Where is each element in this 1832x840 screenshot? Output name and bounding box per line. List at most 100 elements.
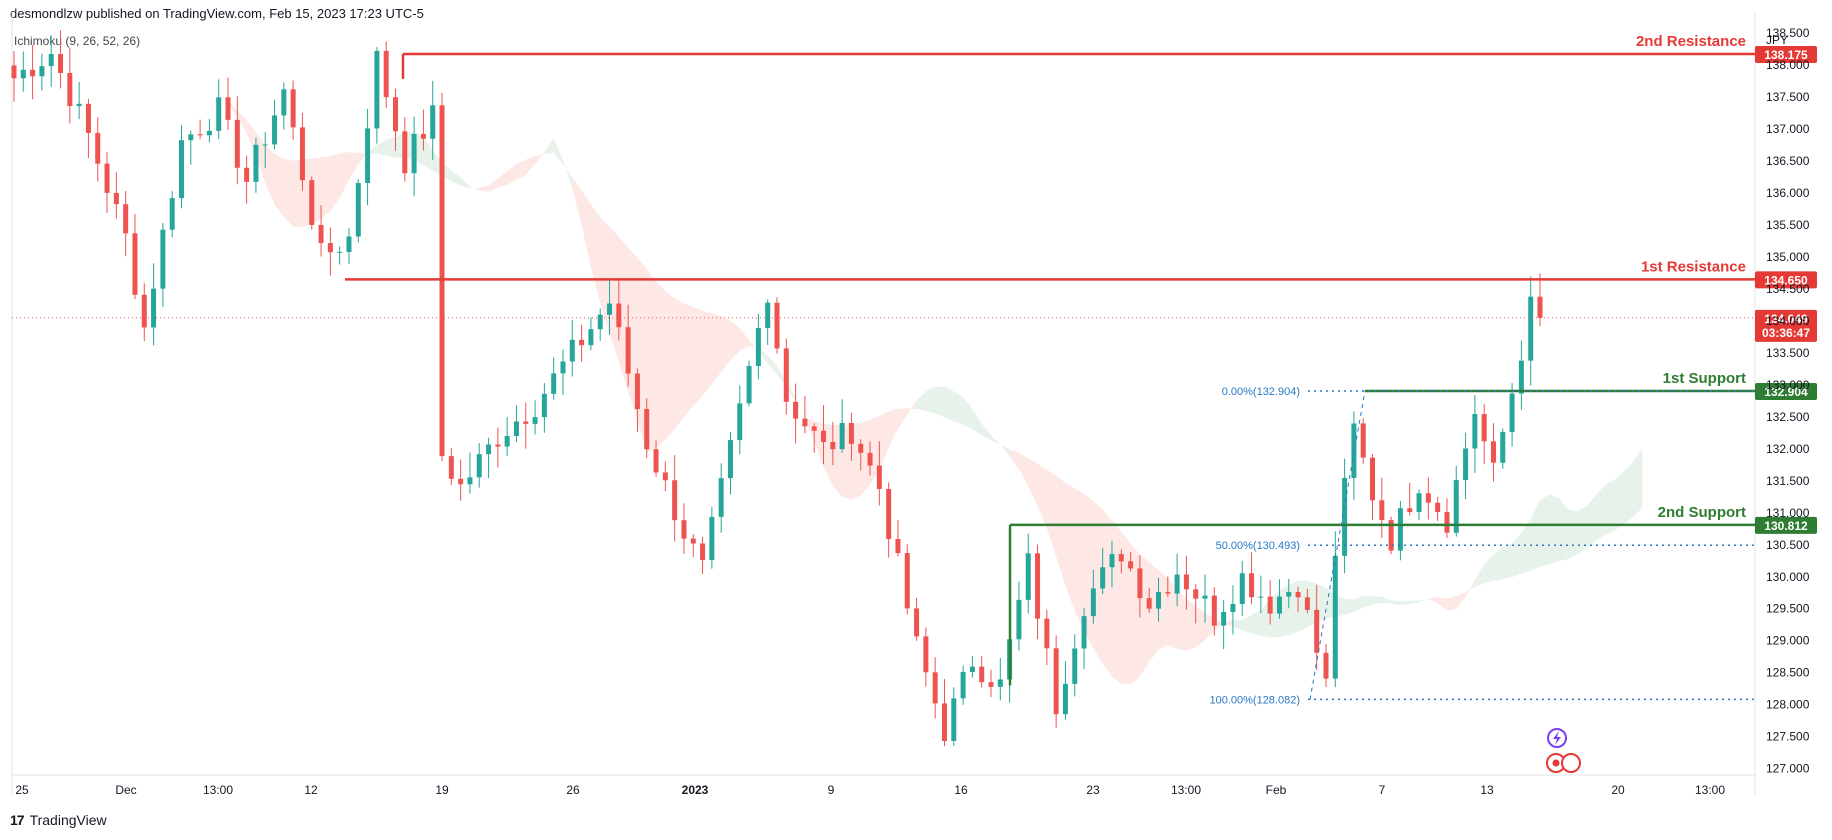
candle-body [765,302,771,328]
candle-body [1342,478,1348,556]
cloud-segment [1195,606,1206,648]
candle-body [1044,618,1050,649]
cloud-segment [739,328,750,351]
y-tick-label: 137.000 [1766,122,1810,136]
horizontal-levels[interactable]: 2nd Resistance 138.175 1st Resistance 134.6… [12,33,1817,686]
cloud-segment [469,186,480,191]
level-name-label: 2nd Support [1658,504,1746,521]
cloud-segment [656,281,666,449]
candle-body [1444,512,1450,533]
candle-body [644,409,650,450]
cloud-segment [1251,610,1261,636]
y-tick-label: 133.000 [1766,378,1810,392]
cloud-segment [1391,600,1401,606]
cloud-segment [609,227,619,362]
cloud-segment [1446,596,1457,611]
level-price-text: 132.904 [1764,385,1808,399]
cloud-segment [646,269,657,453]
x-tick-label: 20 [1611,783,1625,797]
cloud-segment [1586,495,1596,549]
cloud-segment [460,177,470,189]
cloud-segment [711,313,722,385]
candle-body [1332,555,1338,679]
candle-body [346,236,352,252]
cloud-segment [386,137,396,158]
grid [11,12,1756,795]
cloud-segment [1149,562,1159,662]
cloud-segment [348,152,359,181]
candle-body [1537,296,1543,318]
candle-body [532,417,538,424]
candle-body [1118,554,1124,562]
cloud-segment [1577,506,1587,555]
cloud-segment [1167,578,1178,649]
publish-info: desmondlzw published on TradingView.com,… [10,6,424,21]
candle-body [1137,568,1143,599]
candle-body [634,373,640,410]
cloud-segment [330,153,340,212]
candle-body [411,133,417,174]
candle-body [969,666,975,672]
candle-body [20,69,26,79]
candle-body [458,478,464,485]
cloud-segment [200,78,210,85]
cloud-segment [1046,469,1057,557]
candle-body [1230,603,1236,612]
candle-body [1267,596,1273,614]
cloud-segment [553,137,563,165]
candle-body [1016,599,1022,640]
level-name-label: 2nd Resistance [1636,33,1746,50]
candle-body [793,401,799,419]
x-tick-label: 16 [954,783,968,797]
y-tick-label: 129.000 [1766,634,1810,648]
cloud-segment [1493,547,1503,581]
y-tick-label: 135.500 [1766,218,1810,232]
candle-body [1286,592,1292,597]
cloud-segment [935,386,945,418]
candle-body [821,430,827,443]
cloud-segment [749,340,759,352]
y-tick-label: 136.000 [1766,186,1810,200]
x-tick-label: 19 [435,783,449,797]
candle-body [11,65,17,79]
cloud-segment [1074,488,1085,632]
cloud-segment [590,204,601,304]
x-tick-label: 13:00 [1171,783,1201,797]
cloud-segment [1177,589,1187,651]
cloud-segment [572,177,582,225]
candle-body [1304,597,1310,610]
candle-body [1090,588,1096,617]
candle-body [746,365,752,404]
candle-body [1183,574,1189,590]
cloud-segment [172,68,182,70]
candle-body [151,288,157,328]
cloud-segment [981,423,992,441]
cloud-segment [1567,508,1578,559]
us-flag-icon[interactable] [1561,753,1581,773]
footer-brand[interactable]: 17 TradingView [10,812,107,828]
level-price-badge [1755,45,1817,63]
candle-body [848,422,854,444]
fibonacci-retracement[interactable]: 0.00%(132.904) 50.00%(130.493) 100.00%(128… [1209,386,1755,706]
candle-body [39,66,45,77]
candle-body [1146,598,1152,609]
candle-body [1081,616,1087,649]
candle-body [1202,595,1208,599]
candle-body [402,131,408,174]
indicator-legend[interactable]: Ichimoku (9, 26, 52, 26) [14,34,141,48]
cloud-segment [516,159,526,180]
candle-body [1416,493,1422,513]
candle-body [244,167,250,182]
cloud-segment [1242,615,1252,634]
candle-body [76,103,82,107]
candle-body [811,426,817,431]
cloud-segment [1465,579,1475,598]
event-icons[interactable] [1546,728,1581,773]
price-chart[interactable]: 2nd Resistance 138.175 1st Resistance 134.6… [0,0,1832,800]
level-price-badge [1755,271,1817,289]
cloud-segment [1595,484,1606,541]
candle-body [1211,595,1217,626]
cloud-segment [1474,564,1485,587]
cloud-segment [1437,597,1447,611]
cloud-segment [702,310,712,396]
